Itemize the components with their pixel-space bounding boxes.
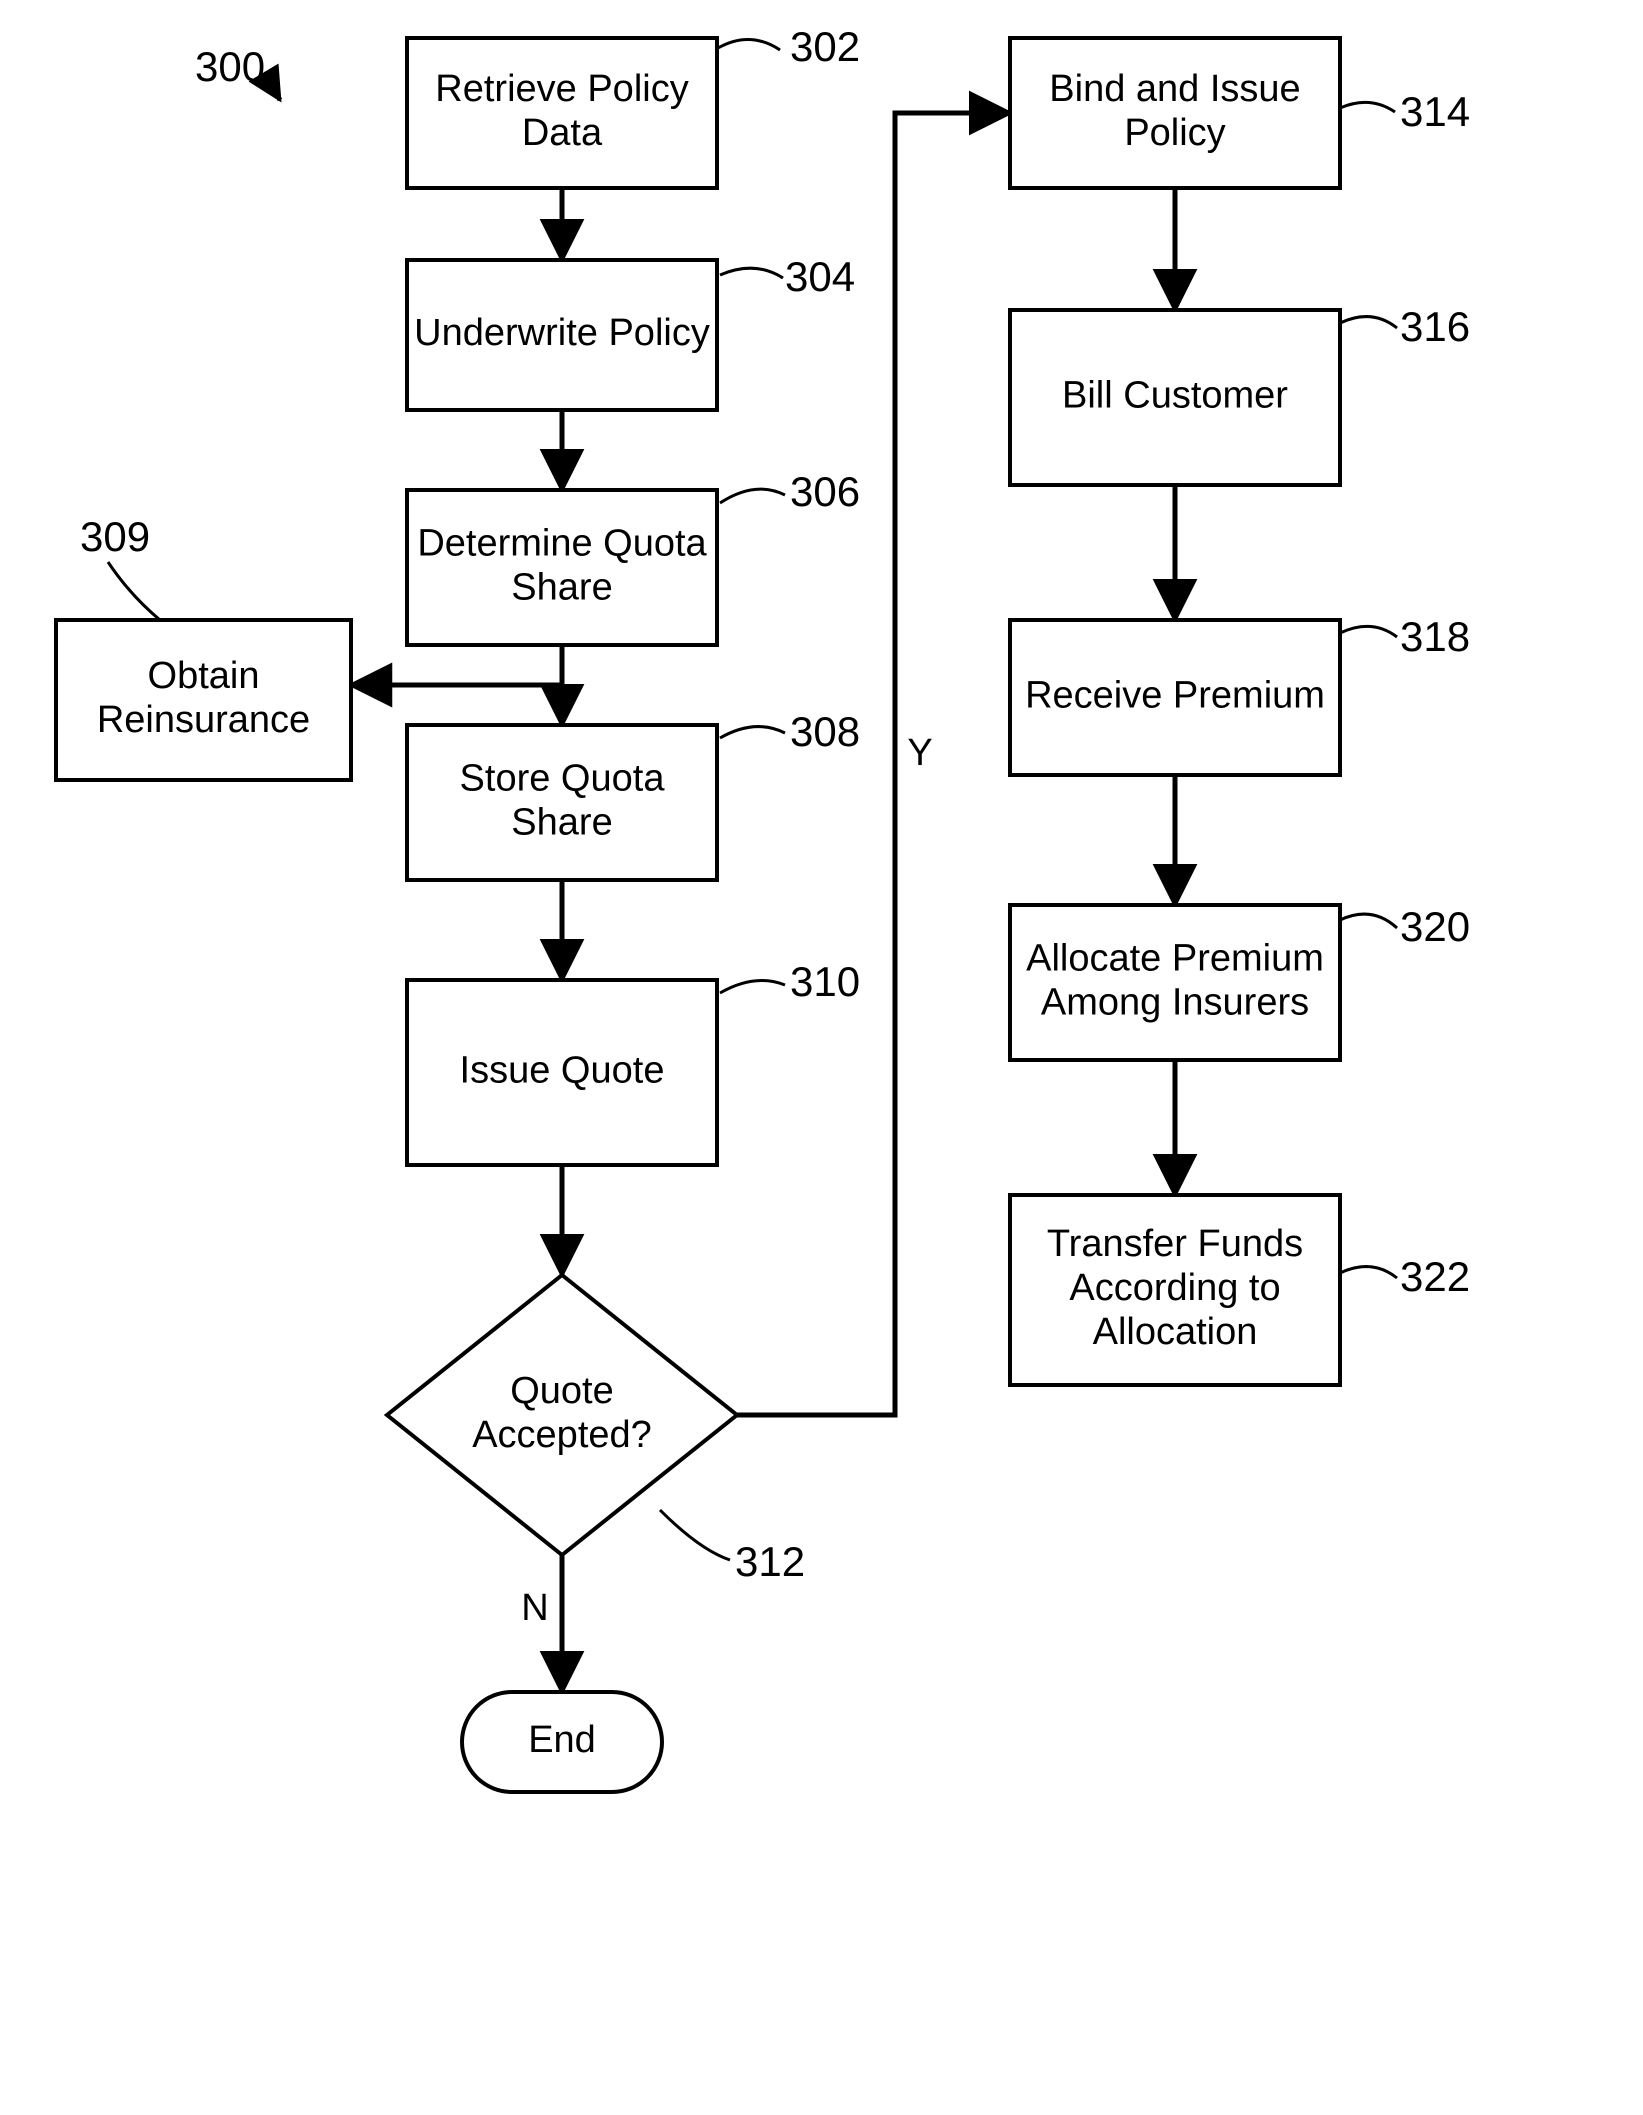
flowchart-canvas: Retrieve PolicyData Underwrite Policy Dete… (0, 0, 1643, 2115)
edge-n312-n314 (737, 113, 1010, 1415)
diagram-ref: 300 (195, 43, 265, 90)
node-n308: Store QuotaShare (407, 725, 717, 880)
node-n304: Underwrite Policy (407, 260, 717, 410)
edge-label-N: N (521, 1587, 548, 1629)
node-n309: ObtainReinsurance (56, 620, 351, 780)
node-nEnd: End (462, 1692, 662, 1792)
ref-316: 316 (1400, 303, 1470, 350)
node-label-n318: Receive Premium (1025, 675, 1325, 717)
nodes-layer: Retrieve PolicyData Underwrite Policy Dete… (56, 38, 1340, 1792)
node-label-nEnd: End (528, 1719, 596, 1761)
node-n306: Determine QuotaShare (407, 490, 717, 645)
node-n312: QuoteAccepted? (387, 1275, 737, 1555)
ref-312: 312 (735, 1538, 805, 1585)
node-n320: Allocate PremiumAmong Insurers (1010, 905, 1340, 1060)
ref-310: 310 (790, 958, 860, 1005)
node-n302: Retrieve PolicyData (407, 38, 717, 188)
node-label-n310: Issue Quote (460, 1050, 665, 1092)
ref-320: 320 (1400, 903, 1470, 950)
ref-314: 314 (1400, 88, 1470, 135)
node-label-n304: Underwrite Policy (414, 312, 710, 354)
ref-309: 309 (80, 513, 150, 560)
ref-322: 322 (1400, 1253, 1470, 1300)
ref-318: 318 (1400, 613, 1470, 660)
node-n316: Bill Customer (1010, 310, 1340, 485)
ref-308: 308 (790, 708, 860, 755)
node-n322: Transfer FundsAccording toAllocation (1010, 1195, 1340, 1385)
node-label-n316: Bill Customer (1062, 375, 1288, 417)
node-n318: Receive Premium (1010, 620, 1340, 775)
labels-layer: 302 304 306 309 308 310 312 314 316 318 320 322 300 N… (80, 23, 1470, 1629)
ref-304: 304 (785, 253, 855, 300)
ref-302: 302 (790, 23, 860, 70)
edge-label-Y: Y (907, 732, 932, 774)
ref-306: 306 (790, 468, 860, 515)
node-n310: Issue Quote (407, 980, 717, 1165)
node-n314: Bind and IssuePolicy (1010, 38, 1340, 188)
